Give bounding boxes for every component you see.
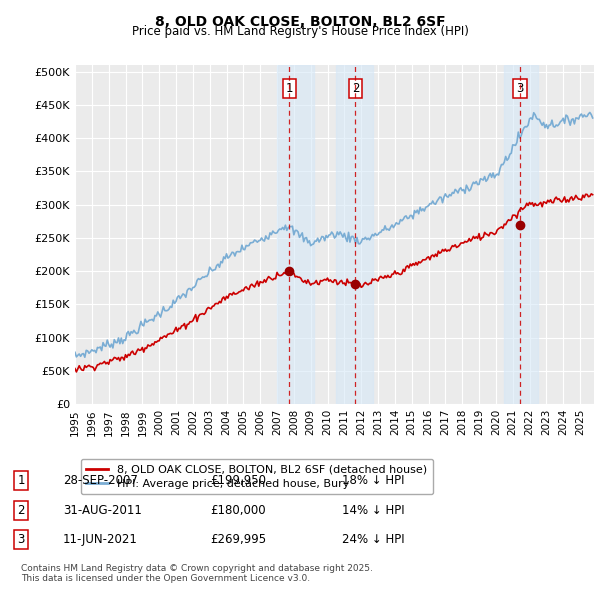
Text: 1: 1 [17, 474, 25, 487]
Text: 3: 3 [517, 81, 524, 94]
Text: 1: 1 [286, 81, 293, 94]
Text: 8, OLD OAK CLOSE, BOLTON, BL2 6SF: 8, OLD OAK CLOSE, BOLTON, BL2 6SF [155, 15, 445, 29]
Text: £199,950: £199,950 [210, 474, 266, 487]
Text: Contains HM Land Registry data © Crown copyright and database right 2025.
This d: Contains HM Land Registry data © Crown c… [21, 563, 373, 583]
Text: £269,995: £269,995 [210, 533, 266, 546]
Text: 2: 2 [352, 81, 359, 94]
Text: Price paid vs. HM Land Registry's House Price Index (HPI): Price paid vs. HM Land Registry's House … [131, 25, 469, 38]
Text: 18% ↓ HPI: 18% ↓ HPI [342, 474, 404, 487]
Text: 31-AUG-2011: 31-AUG-2011 [63, 504, 142, 517]
Bar [277, 65, 314, 404]
Text: 28-SEP-2007: 28-SEP-2007 [63, 474, 138, 487]
Text: 14% ↓ HPI: 14% ↓ HPI [342, 504, 404, 517]
Text: 11-JUN-2021: 11-JUN-2021 [63, 533, 138, 546]
Text: 24% ↓ HPI: 24% ↓ HPI [342, 533, 404, 546]
Legend: 8, OLD OAK CLOSE, BOLTON, BL2 6SF (detached house), HPI: Average price, detached: 8, OLD OAK CLOSE, BOLTON, BL2 6SF (detac… [80, 459, 433, 494]
Bar [336, 65, 373, 404]
Bar [504, 65, 538, 404]
Text: 3: 3 [17, 533, 25, 546]
Text: 2: 2 [17, 504, 25, 517]
Text: £180,000: £180,000 [210, 504, 266, 517]
